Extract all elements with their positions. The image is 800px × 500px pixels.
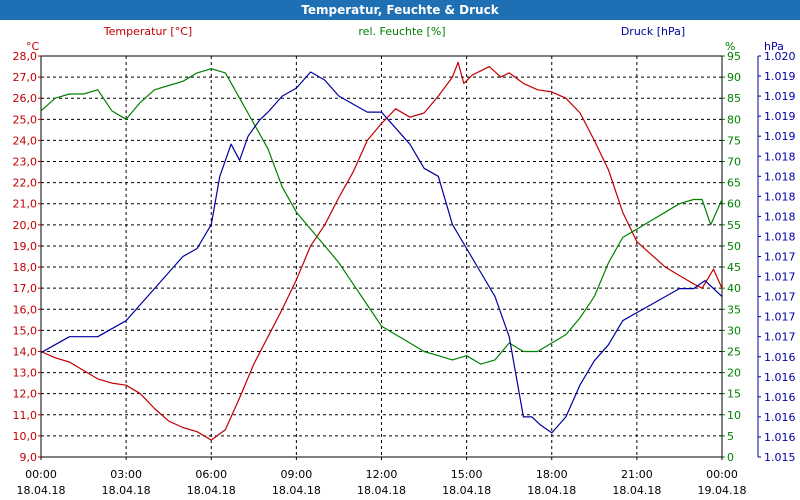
pressure-tick-label: 1.019 bbox=[764, 90, 796, 103]
pressure-tick-label: 1.015 bbox=[764, 451, 796, 464]
pressure-tick-label: 1.018 bbox=[764, 230, 796, 243]
temperature-tick-label: 25,0 bbox=[13, 113, 38, 126]
humidity-tick-label: 90 bbox=[727, 71, 741, 84]
x-tick-time: 00:00 bbox=[25, 468, 57, 481]
humidity-tick-label: 10 bbox=[727, 409, 741, 422]
pressure-series-line bbox=[40, 71, 723, 434]
x-tick-time: 06:00 bbox=[195, 468, 227, 481]
pressure-tick-label: 1.017 bbox=[764, 251, 796, 264]
humidity-tick-label: 75 bbox=[727, 134, 741, 147]
humidity-tick-label: 95 bbox=[727, 50, 741, 63]
humidity-axis-label: rel. Feuchte [%] bbox=[358, 25, 445, 38]
x-tick-time: 18:00 bbox=[536, 468, 568, 481]
pressure-axis-label: Druck [hPa] bbox=[621, 25, 685, 38]
pressure-tick-label: 1.018 bbox=[764, 210, 796, 223]
temperature-tick-label: 18,0 bbox=[13, 261, 38, 274]
temperature-tick-label: 11,0 bbox=[13, 409, 38, 422]
temperature-tick-label: 21,0 bbox=[13, 198, 38, 211]
humidity-series-line bbox=[40, 68, 723, 365]
x-tick-date: 18.04.18 bbox=[612, 484, 661, 497]
temperature-unit: °C bbox=[26, 40, 40, 53]
temperature-tick-label: 10,0 bbox=[13, 430, 38, 443]
pressure-tick-label: 1.016 bbox=[764, 431, 796, 444]
temperature-axis-label: Temperatur [°C] bbox=[103, 25, 192, 38]
pressure-tick-label: 1.016 bbox=[764, 391, 796, 404]
temperature-tick-label: 19,0 bbox=[13, 240, 38, 253]
pressure-tick-label: 1.017 bbox=[764, 271, 796, 284]
pressure-tick-label: 1.018 bbox=[764, 170, 796, 183]
temperature-tick-label: 27,0 bbox=[13, 71, 38, 84]
pressure-tick-label: 1.017 bbox=[764, 331, 796, 344]
x-tick-time: 15:00 bbox=[451, 468, 483, 481]
humidity-tick-label: 5 bbox=[727, 430, 734, 443]
temperature-tick-label: 23,0 bbox=[13, 156, 38, 169]
x-tick-date: 18.04.18 bbox=[357, 484, 406, 497]
humidity-tick-label: 25 bbox=[727, 345, 741, 358]
humidity-tick-label: 60 bbox=[727, 198, 741, 211]
x-tick-time: 12:00 bbox=[366, 468, 398, 481]
temperature-tick-label: 15,0 bbox=[13, 324, 38, 337]
x-tick-time: 21:00 bbox=[621, 468, 653, 481]
temperature-tick-label: 24,0 bbox=[13, 134, 38, 147]
x-tick-date: 18.04.18 bbox=[102, 484, 151, 497]
x-tick-date: 18.04.18 bbox=[17, 484, 66, 497]
temperature-tick-label: 12,0 bbox=[13, 388, 38, 401]
pressure-tick-label: 1.016 bbox=[764, 371, 796, 384]
pressure-tick-label: 1.017 bbox=[764, 311, 796, 324]
humidity-tick-label: 85 bbox=[727, 92, 741, 105]
humidity-tick-label: 55 bbox=[727, 219, 741, 232]
temperature-tick-label: 17,0 bbox=[13, 282, 38, 295]
x-tick-time: 03:00 bbox=[110, 468, 142, 481]
x-tick-date: 18.04.18 bbox=[187, 484, 236, 497]
temperature-tick-label: 9,0 bbox=[20, 451, 38, 464]
humidity-tick-label: 20 bbox=[727, 367, 741, 380]
pressure-tick-label: 1.017 bbox=[764, 291, 796, 304]
humidity-tick-label: 45 bbox=[727, 261, 741, 274]
humidity-tick-label: 30 bbox=[727, 324, 741, 337]
humidity-tick-label: 35 bbox=[727, 303, 741, 316]
pressure-tick-label: 1.018 bbox=[764, 150, 796, 163]
temperature-tick-label: 28,0 bbox=[13, 50, 38, 63]
temperature-tick-label: 14,0 bbox=[13, 345, 38, 358]
pressure-tick-label: 1.018 bbox=[764, 190, 796, 203]
x-tick-time: 09:00 bbox=[281, 468, 313, 481]
x-tick-time: 00:00 bbox=[706, 468, 738, 481]
pressure-unit: hPa bbox=[764, 40, 784, 53]
temperature-series-line bbox=[40, 61, 723, 441]
x-tick-date: 18.04.18 bbox=[527, 484, 576, 497]
humidity-tick-label: 80 bbox=[727, 113, 741, 126]
humidity-tick-label: 0 bbox=[727, 451, 734, 464]
humidity-tick-label: 15 bbox=[727, 388, 741, 401]
humidity-tick-label: 65 bbox=[727, 177, 741, 190]
chart-title: Temperatur, Feuchte & Druck bbox=[0, 0, 800, 20]
pressure-tick-label: 1.020 bbox=[764, 50, 796, 63]
humidity-unit: % bbox=[725, 40, 735, 53]
pressure-tick-label: 1.016 bbox=[764, 351, 796, 364]
humidity-tick-label: 70 bbox=[727, 156, 741, 169]
pressure-tick-label: 1.016 bbox=[764, 411, 796, 424]
temperature-tick-label: 26,0 bbox=[13, 92, 38, 105]
temperature-tick-label: 20,0 bbox=[13, 219, 38, 232]
temperature-tick-label: 13,0 bbox=[13, 367, 38, 380]
humidity-tick-label: 40 bbox=[727, 282, 741, 295]
temperature-tick-label: 16,0 bbox=[13, 303, 38, 316]
temperature-tick-label: 22,0 bbox=[13, 177, 38, 190]
pressure-tick-label: 1.019 bbox=[764, 110, 796, 123]
x-tick-date: 19.04.18 bbox=[698, 484, 747, 497]
x-tick-date: 18.04.18 bbox=[272, 484, 321, 497]
pressure-tick-label: 1.019 bbox=[764, 130, 796, 143]
humidity-tick-label: 50 bbox=[727, 240, 741, 253]
x-tick-date: 18.04.18 bbox=[442, 484, 491, 497]
pressure-tick-label: 1.019 bbox=[764, 70, 796, 83]
